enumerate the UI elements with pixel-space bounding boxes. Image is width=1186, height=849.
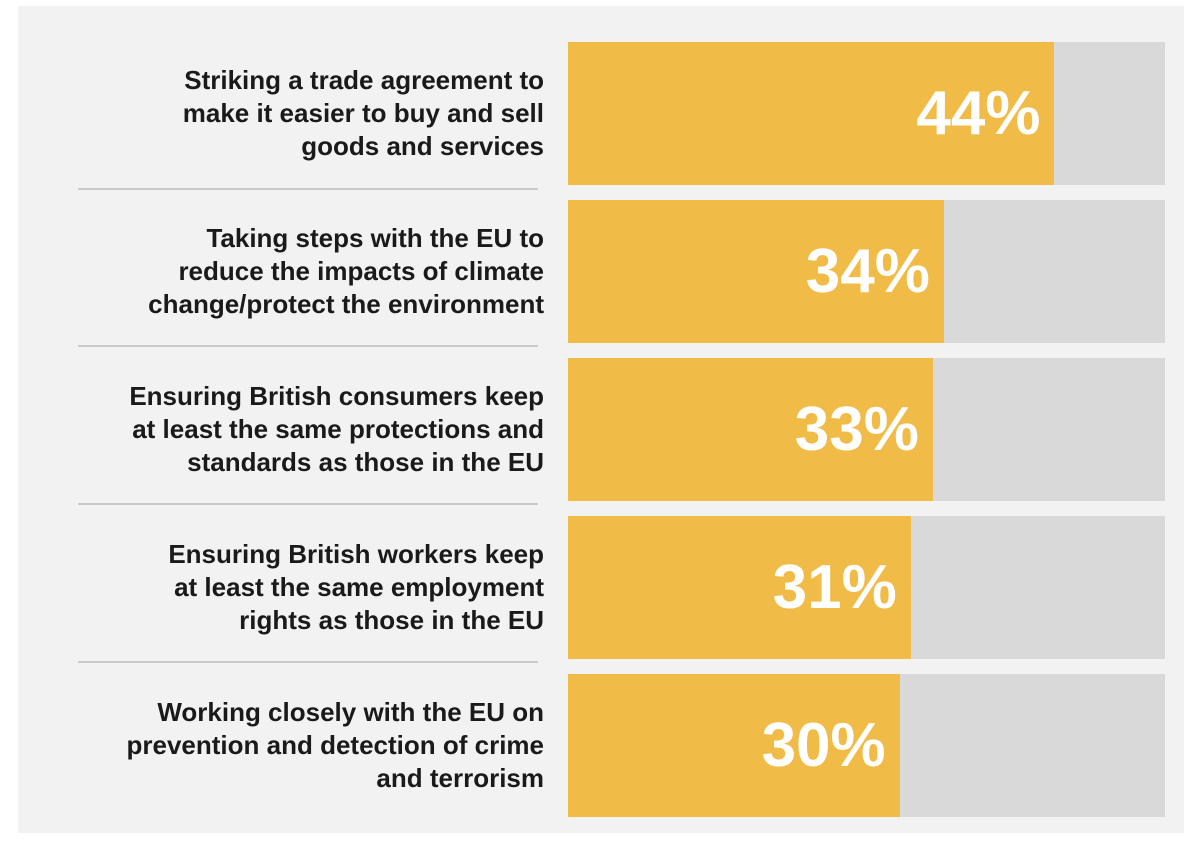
category-label: Ensuring British consumers keep at least…: [18, 358, 544, 501]
bar-track: 33%: [568, 358, 1165, 501]
bar-track: 44%: [568, 42, 1165, 185]
label-line: at least the same employment: [168, 571, 544, 604]
bar-track: 34%: [568, 200, 1165, 343]
label-line: at least the same protections and: [129, 413, 544, 446]
label-line: Ensuring British workers keep: [168, 538, 544, 571]
row-divider: [78, 345, 538, 347]
label-line: prevention and detection of crime: [126, 729, 544, 762]
value-label: 44%: [568, 42, 1040, 185]
label-line: Ensuring British consumers keep: [129, 380, 544, 413]
chart-panel: Striking a trade agreement to make it ea…: [18, 6, 1184, 833]
category-label: Working closely with the EU on preventio…: [18, 674, 544, 817]
label-line: Striking a trade agreement to: [183, 64, 544, 97]
label-line: goods and services: [183, 130, 544, 163]
category-label: Striking a trade agreement to make it ea…: [18, 42, 544, 185]
label-line: rights as those in the EU: [168, 604, 544, 637]
bar-row: Striking a trade agreement to make it ea…: [18, 42, 1184, 185]
bar-row: Taking steps with the EU to reduce the i…: [18, 200, 1184, 343]
bar-row: Ensuring British workers keep at least t…: [18, 516, 1184, 659]
bar-track: 31%: [568, 516, 1165, 659]
value-label: 31%: [568, 516, 897, 659]
label-line: change/protect the environment: [148, 288, 544, 321]
category-label: Taking steps with the EU to reduce the i…: [18, 200, 544, 343]
label-line: standards as those in the EU: [129, 446, 544, 479]
value-label: 30%: [568, 674, 886, 817]
row-divider: [78, 503, 538, 505]
bar-row: Ensuring British consumers keep at least…: [18, 358, 1184, 501]
value-label: 34%: [568, 200, 930, 343]
row-divider: [78, 661, 538, 663]
row-divider: [78, 188, 538, 190]
category-label: Ensuring British workers keep at least t…: [18, 516, 544, 659]
label-line: and terrorism: [126, 762, 544, 795]
value-label: 33%: [568, 358, 919, 501]
label-line: make it easier to buy and sell: [183, 97, 544, 130]
bar-row: Working closely with the EU on preventio…: [18, 674, 1184, 817]
label-line: reduce the impacts of climate: [148, 255, 544, 288]
label-line: Taking steps with the EU to: [148, 222, 544, 255]
bar-track: 30%: [568, 674, 1165, 817]
label-line: Working closely with the EU on: [126, 696, 544, 729]
